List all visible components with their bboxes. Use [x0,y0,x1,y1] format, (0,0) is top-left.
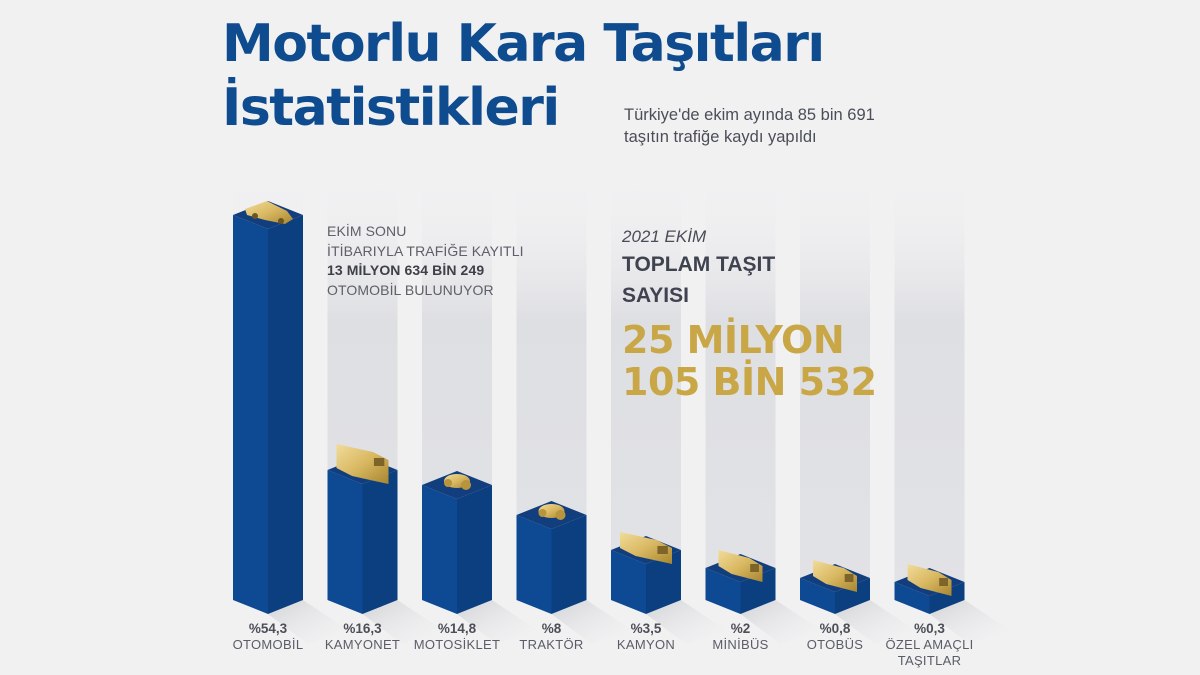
bar-1 [233,170,348,644]
truck-icon [620,532,672,564]
category-label-4: %8 TRAKTÖR [497,621,607,653]
pickup-truck-icon [336,444,389,484]
subtitle-line-2: taşıtın trafiğe kaydı yapıldı [624,128,817,146]
subtitle-line-1: Türkiye'de ekim ayında 85 bin 691 [624,106,875,124]
category-name: OTOBÜS [806,637,864,652]
percentage-value: %54,3 [248,621,288,636]
note-line-1: EKİM SONU [327,223,407,239]
percentage-value: %8 [541,621,562,636]
category-name: MİNİBÜS [712,637,769,652]
category-label-8: %0,3 ÖZEL AMAÇLI TAŞITLAR [875,621,985,669]
title-line-1: Motorlu Kara Taşıtları [222,14,825,74]
bar-5 [611,170,726,644]
category-name: MOTOSİKLET [413,637,501,652]
total-value-2: 105 BİN 532 [622,360,877,404]
percentage-value: %0,3 [914,621,945,636]
otomobil-annotation: EKİM SONU İTİBARIYLA TRAFİĞE KAYITLI 13 … [327,222,524,300]
subtitle: Türkiye'de ekim ayında 85 bin 691 taşıtı… [624,104,875,148]
percentage-value: %0,8 [819,621,851,636]
category-name: ÖZEL AMAÇLI [885,637,974,652]
bar-2 [327,170,443,644]
category-label-3: %14,8 MOTOSİKLET [402,621,512,653]
category-name: KAMYON [616,637,676,652]
total-period: 2021 EKİM [622,227,707,246]
total-value-1: 25 MİLYON [622,318,845,362]
note-line-3: 13 MİLYON 634 BİN 249 [327,262,485,278]
category-name: TRAKTÖR [519,637,584,652]
total-value: 25 MİLYON 105 BİN 532 [622,319,877,403]
motorcycle-icon [444,474,471,490]
category-name: OTOMOBİL [232,637,304,652]
percentage-value: %3,5 [630,621,662,636]
tractor-icon [538,504,566,520]
special-vehicle-icon [907,564,952,596]
title-line-2: İstatistikleri [222,78,560,138]
total-label-2: SAYISI [622,284,689,307]
bar-8 [894,170,1010,644]
category-label-7: %0,8 OTOBÜS [780,621,890,653]
note-line-2: İTİBARIYLA TRAFİĞE KAYITLI [327,242,524,259]
total-vehicle-count: 2021 EKİM TOPLAM TAŞIT SAYISI 25 MİLYON … [622,225,877,403]
bar-7 [800,170,915,644]
percentage-value: %2 [730,621,751,636]
category-name: TAŞITLAR [897,653,962,668]
total-label-1: TOPLAM TAŞIT [622,253,776,276]
percentage-value: %14,8 [437,621,477,636]
bar-3 [422,170,537,644]
note-line-4: OTOMOBİL BULUNUYOR [327,281,494,298]
category-label-5: %3,5 KAMYON [591,621,701,653]
bar-6 [705,170,821,644]
bar-4 [516,170,632,644]
minibus-icon [718,550,763,582]
percentage-value: %16,3 [343,621,382,636]
car-icon [245,201,293,224]
category-label-1: %54,3 OTOMOBİL [213,621,323,653]
category-label-2: %16,3 KAMYONET [308,621,418,653]
bus-icon [813,560,857,592]
page-title: Motorlu Kara Taşıtları İstatistikleri [222,12,825,140]
category-name: KAMYONET [324,637,401,652]
category-label-6: %2 MİNİBÜS [686,621,796,653]
